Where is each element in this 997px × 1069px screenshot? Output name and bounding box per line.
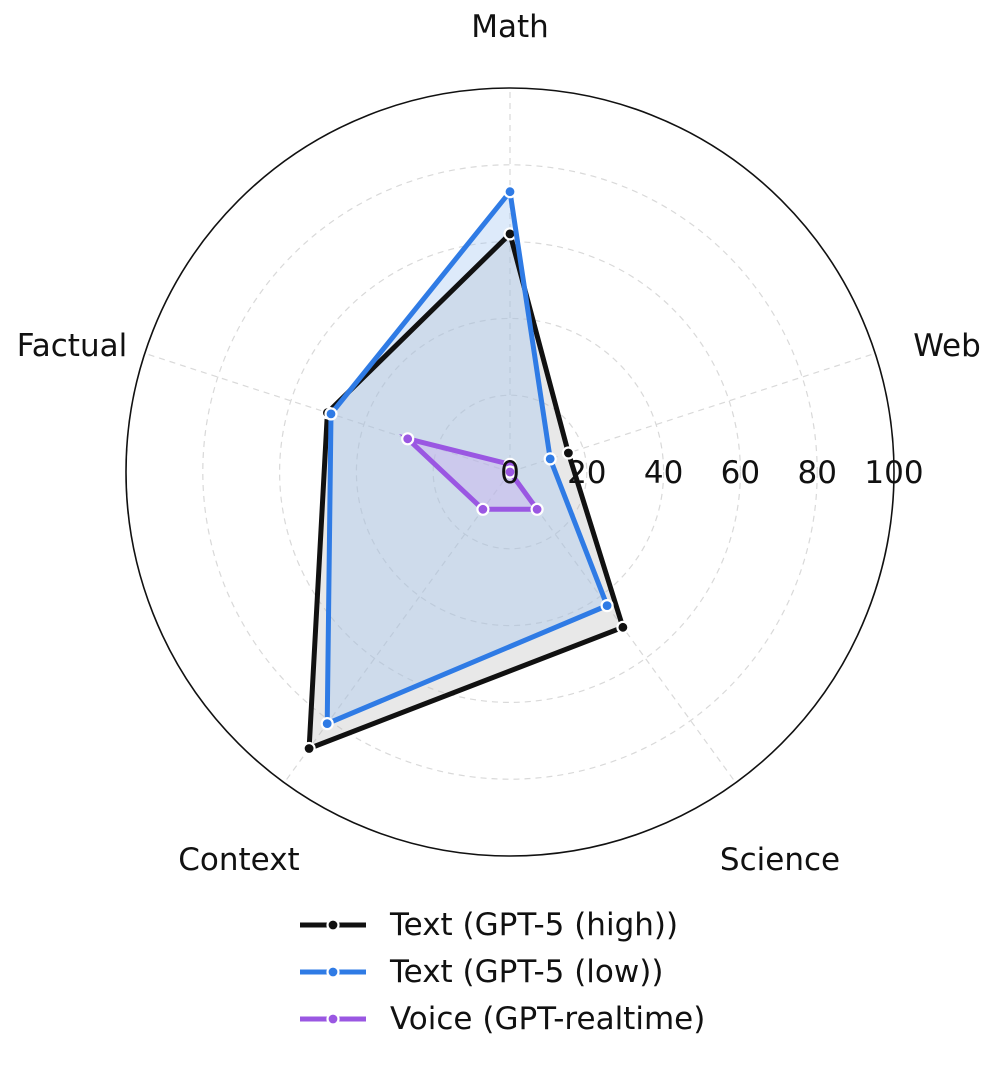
axis-label-web: Web <box>913 328 981 364</box>
axis-label-factual: Factual <box>17 328 127 364</box>
axis-label-math: Math <box>471 9 549 45</box>
point-text-gpt-5-low-math <box>503 185 517 199</box>
legend-swatch-marker <box>326 918 340 932</box>
series-line-text-gpt-5-low <box>324 185 611 728</box>
axis-label-context: Context <box>178 842 299 878</box>
point-voice-gpt-realtime-factual <box>401 432 415 446</box>
r-tick-label-60: 60 <box>721 455 760 491</box>
r-tick-label-80: 80 <box>797 455 836 491</box>
spoke-web <box>509 352 876 473</box>
point-text-gpt-5-low-science <box>600 598 614 613</box>
legend-item-voice-gpt-realtime: Voice (GPT-realtime) <box>300 1001 705 1037</box>
legend-swatch-marker <box>326 1012 340 1026</box>
legend: Text (GPT-5 (high)) Text (GPT-5 (low)) Voi… <box>300 907 705 1037</box>
grid-circle-20 <box>432 394 588 550</box>
point-text-gpt-5-low-factual <box>324 407 338 421</box>
point-text-gpt-5-low-web <box>543 452 557 466</box>
legend-item-text-gpt-5-low: Text (GPT-5 (low)) <box>300 954 663 990</box>
point-text-gpt-5-high-context <box>302 741 316 756</box>
r-tick-label-100: 100 <box>864 455 923 491</box>
outer-frame <box>125 87 895 857</box>
legend-label: Text (GPT-5 (low)) <box>389 954 663 990</box>
r-tick-label-0: 0 <box>500 455 520 491</box>
point-text-gpt-5-low-context <box>320 716 334 731</box>
r-tick-label-40: 40 <box>644 455 683 491</box>
point-text-gpt-5-high-science <box>616 620 630 634</box>
legend-swatch-marker <box>326 965 340 979</box>
legend-label: Text (GPT-5 (high)) <box>389 907 678 943</box>
series-fill-text-gpt-5-low <box>327 191 608 724</box>
label-layer: 0 20 40 60 80 100 Math Web Science Context Factual <box>17 9 981 878</box>
point-voice-gpt-realtime-web <box>503 465 517 479</box>
legend-item-text-gpt-5-high: Text (GPT-5 (high)) <box>300 907 678 943</box>
legend-label: Voice (GPT-realtime) <box>390 1001 705 1037</box>
grid-circle-40 <box>355 317 665 627</box>
point-text-gpt-5-high-web <box>561 446 576 460</box>
point-voice-gpt-realtime-science <box>530 502 544 516</box>
grid-circle-60 <box>279 241 741 703</box>
spoke-context <box>283 471 511 784</box>
series-layer <box>302 185 630 756</box>
grid-circle-80 <box>202 164 818 780</box>
point-voice-gpt-realtime-context <box>476 502 490 516</box>
series-fill-voice-gpt-realtime <box>407 438 538 510</box>
axis-label-science: Science <box>720 842 840 878</box>
r-tick-label-20: 20 <box>567 455 606 491</box>
